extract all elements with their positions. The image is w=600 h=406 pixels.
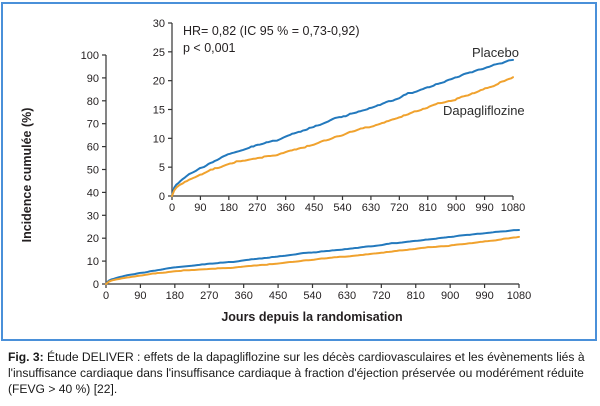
svg-text:25: 25	[153, 47, 165, 59]
svg-text:630: 630	[338, 290, 356, 302]
svg-text:720: 720	[372, 290, 390, 302]
svg-text:630: 630	[362, 202, 380, 214]
svg-text:90: 90	[134, 290, 146, 302]
svg-text:Incidence cumulée (%): Incidence cumulée (%)	[20, 108, 34, 243]
svg-text:30: 30	[153, 18, 165, 30]
svg-text:20: 20	[87, 233, 99, 245]
svg-text:270: 270	[248, 202, 266, 214]
svg-text:540: 540	[333, 202, 351, 214]
svg-text:180: 180	[220, 202, 238, 214]
svg-text:0: 0	[103, 290, 109, 302]
svg-text:Jours depuis la randomisation: Jours depuis la randomisation	[221, 310, 402, 324]
svg-text:50: 50	[87, 165, 99, 177]
svg-text:15: 15	[153, 105, 165, 117]
svg-text:360: 360	[234, 290, 252, 302]
svg-text:Dapagliflozine: Dapagliflozine	[443, 103, 525, 118]
svg-text:900: 900	[441, 290, 459, 302]
svg-text:60: 60	[87, 142, 99, 154]
svg-text:10: 10	[87, 256, 99, 268]
svg-text:90: 90	[87, 73, 99, 85]
svg-text:40: 40	[87, 187, 99, 199]
svg-text:900: 900	[447, 202, 465, 214]
svg-text:540: 540	[303, 290, 321, 302]
svg-text:180: 180	[166, 290, 184, 302]
svg-text:810: 810	[419, 202, 437, 214]
svg-text:1080: 1080	[507, 290, 531, 302]
svg-text:0: 0	[93, 279, 99, 291]
svg-text:1080: 1080	[501, 202, 525, 214]
svg-text:360: 360	[276, 202, 294, 214]
svg-text:20: 20	[153, 76, 165, 88]
svg-text:5: 5	[159, 162, 165, 174]
svg-text:990: 990	[475, 202, 493, 214]
svg-text:990: 990	[475, 290, 493, 302]
svg-text:450: 450	[269, 290, 287, 302]
svg-text:810: 810	[407, 290, 425, 302]
svg-text:0: 0	[169, 202, 175, 214]
svg-text:70: 70	[87, 119, 99, 131]
svg-text:10: 10	[153, 133, 165, 145]
svg-text:100: 100	[81, 50, 99, 62]
svg-text:HR= 0,82 (IC 95 % = 0,73-0,92): HR= 0,82 (IC 95 % = 0,73-0,92)	[183, 24, 359, 38]
svg-text:270: 270	[200, 290, 218, 302]
svg-text:80: 80	[87, 96, 99, 108]
svg-text:450: 450	[305, 202, 323, 214]
svg-text:720: 720	[390, 202, 408, 214]
svg-text:90: 90	[194, 202, 206, 214]
svg-text:Placebo: Placebo	[472, 45, 519, 60]
svg-text:p < 0,001: p < 0,001	[183, 41, 236, 55]
svg-text:0: 0	[159, 191, 165, 203]
svg-text:30: 30	[87, 210, 99, 222]
